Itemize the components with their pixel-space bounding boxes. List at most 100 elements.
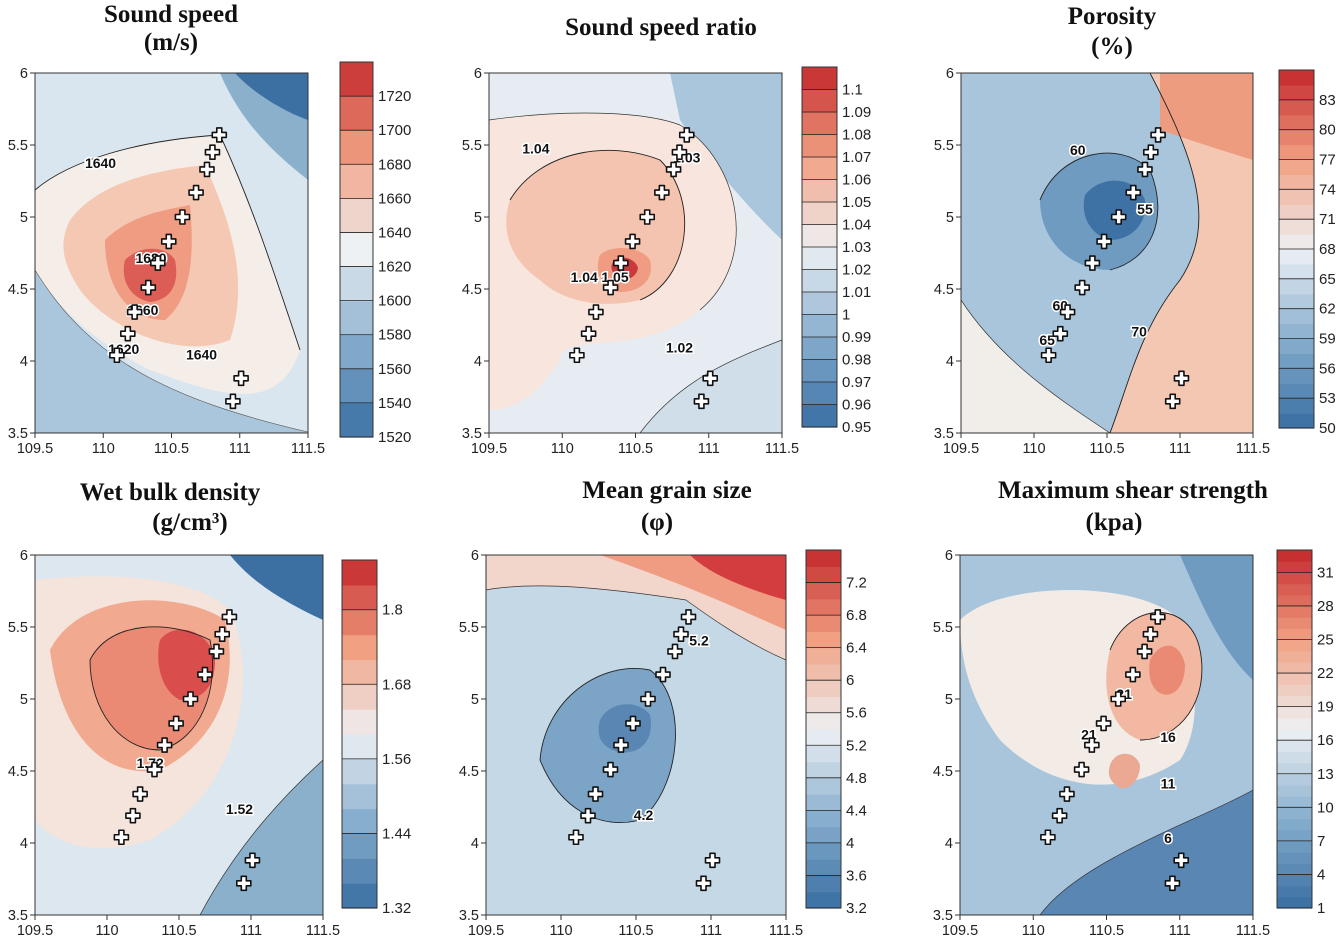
- colorbar-label: 0.97: [842, 374, 871, 391]
- colorbar-label: 74: [1319, 181, 1336, 198]
- station-marker: [150, 255, 166, 271]
- colorbar-band: [1277, 796, 1312, 808]
- station-marker: [1143, 144, 1159, 160]
- contour-plot: [959, 554, 1254, 916]
- colorbar-band: [1279, 84, 1314, 101]
- contour-label: 1640: [186, 347, 217, 363]
- colorbar-label: 0.99: [842, 329, 871, 346]
- colorbar-band: [342, 833, 377, 859]
- contour-line: [1039, 789, 1253, 915]
- station-marker: [613, 255, 629, 271]
- x-tick-label: 111.5: [765, 441, 799, 457]
- colorbar-band: [342, 808, 377, 835]
- colorbar-band: [340, 198, 373, 234]
- y-tick-label: 5: [471, 692, 479, 708]
- colorbar-band: [802, 292, 837, 316]
- colorbar-band: [806, 696, 841, 714]
- x-tick-label: 109.5: [468, 923, 504, 939]
- y-tick-label: 4.5: [933, 764, 953, 780]
- colorbar-label: 1.03: [842, 239, 871, 256]
- station-marker: [1110, 691, 1127, 707]
- colorbar-band: [806, 615, 841, 632]
- contour-band: [670, 73, 782, 240]
- contour-label: 1.04: [571, 269, 598, 285]
- contour-band: [1149, 645, 1185, 695]
- y-tick-label: 4.5: [8, 282, 28, 298]
- colorbar-label: 56: [1319, 360, 1336, 377]
- colorbar-band: [342, 858, 377, 884]
- station-marker: [214, 626, 230, 643]
- station-marker: [613, 737, 629, 753]
- colorbar-band: [806, 550, 841, 567]
- y-tick-label: 6: [20, 66, 28, 82]
- station-marker: [673, 626, 689, 643]
- contour-label: 16: [1160, 729, 1176, 745]
- panel-title: Mean grain size: [582, 477, 751, 504]
- colorbar-band: [802, 404, 837, 428]
- y-tick-label: 5.5: [933, 620, 953, 636]
- station-marker: [667, 643, 683, 660]
- colorbar-band: [1277, 818, 1312, 831]
- panel-porosity: Porosity (%): [960, 3, 1254, 434]
- colorbar-band: [802, 247, 837, 271]
- x-tick-label: 109.5: [17, 441, 53, 457]
- y-tick-label: 3.5: [459, 908, 479, 924]
- colorbar-band: [1279, 278, 1314, 295]
- colorbar-band: [1277, 695, 1312, 708]
- station-marker: [654, 184, 670, 201]
- y-tick-label: 5.5: [459, 620, 479, 636]
- y-tick-label: 3.5: [462, 426, 482, 442]
- x-tick-label: 111: [698, 441, 720, 457]
- contour-label: 60: [1070, 142, 1086, 158]
- colorbar-label: 10: [1317, 799, 1334, 816]
- colorbar-label: 3.6: [846, 867, 867, 884]
- colorbar-band: [1277, 807, 1312, 820]
- colorbar-band: [340, 232, 373, 268]
- station-marker: [1059, 786, 1075, 802]
- colorbar-label: 1: [842, 307, 850, 324]
- station-marker: [140, 279, 157, 296]
- colorbar-band: [802, 89, 837, 113]
- contour-line: [961, 299, 1111, 433]
- colorbar-label: 1.02: [842, 262, 871, 279]
- x-tick-label: 111.5: [1236, 923, 1270, 939]
- panel-sound-speed: Sound speed (m/s): [34, 1, 309, 434]
- colorbar-band: [1277, 840, 1312, 853]
- panel-title: Porosity: [1068, 3, 1157, 30]
- colorbar-band: [1277, 628, 1312, 641]
- colorbar-label: 4: [846, 835, 854, 852]
- station-marker: [602, 279, 619, 296]
- panel-wet-bulk-density: Wet bulk density (g/cm³): [34, 479, 324, 916]
- colorbar-band: [802, 382, 837, 406]
- colorbar-band: [1277, 874, 1312, 887]
- colorbar-label: 1.05: [842, 194, 871, 211]
- colorbar-label: 1700: [378, 122, 411, 139]
- station-marker: [1173, 852, 1190, 869]
- station-marker: [182, 691, 199, 707]
- chart-marks-0: 109.5 110 110.5 111 111.5 3.5 4 4.5 5 5.5 6 1520 154…: [8, 61, 411, 457]
- station-marker: [126, 304, 143, 320]
- colorbar-band: [802, 337, 837, 361]
- panel-title-unit: (g/cm³): [152, 509, 228, 536]
- x-tick-label: 110.5: [618, 923, 653, 939]
- panel-sound-speed-ratio: Sound speed ratio: [488, 14, 783, 434]
- colorbar-label: 1620: [378, 259, 411, 276]
- station-marker: [1149, 609, 1166, 625]
- station-marker: [1150, 127, 1166, 143]
- colorbar-label: 1.56: [382, 751, 411, 768]
- colorbar-band: [342, 634, 377, 661]
- x-tick-label: 109.5: [943, 441, 979, 457]
- y-tick-label: 5: [474, 210, 482, 226]
- station-marker: [1040, 829, 1056, 846]
- colorbar-label: 3.2: [846, 900, 867, 917]
- colorbar-band: [1277, 661, 1312, 674]
- colorbar-band: [1277, 706, 1312, 719]
- station-marker: [120, 325, 136, 342]
- colorbar-band: [1279, 338, 1314, 355]
- station-marker: [678, 127, 695, 143]
- contour-line: [509, 149, 686, 301]
- chart-marks-1: 109.5 110 110.5 111 111.5 3.5 4 4.5 5 5.5 6 0.95 0.9…: [462, 66, 871, 457]
- colorbar-band: [1277, 852, 1312, 864]
- station-marker: [1096, 233, 1112, 250]
- station-marker: [1173, 370, 1190, 387]
